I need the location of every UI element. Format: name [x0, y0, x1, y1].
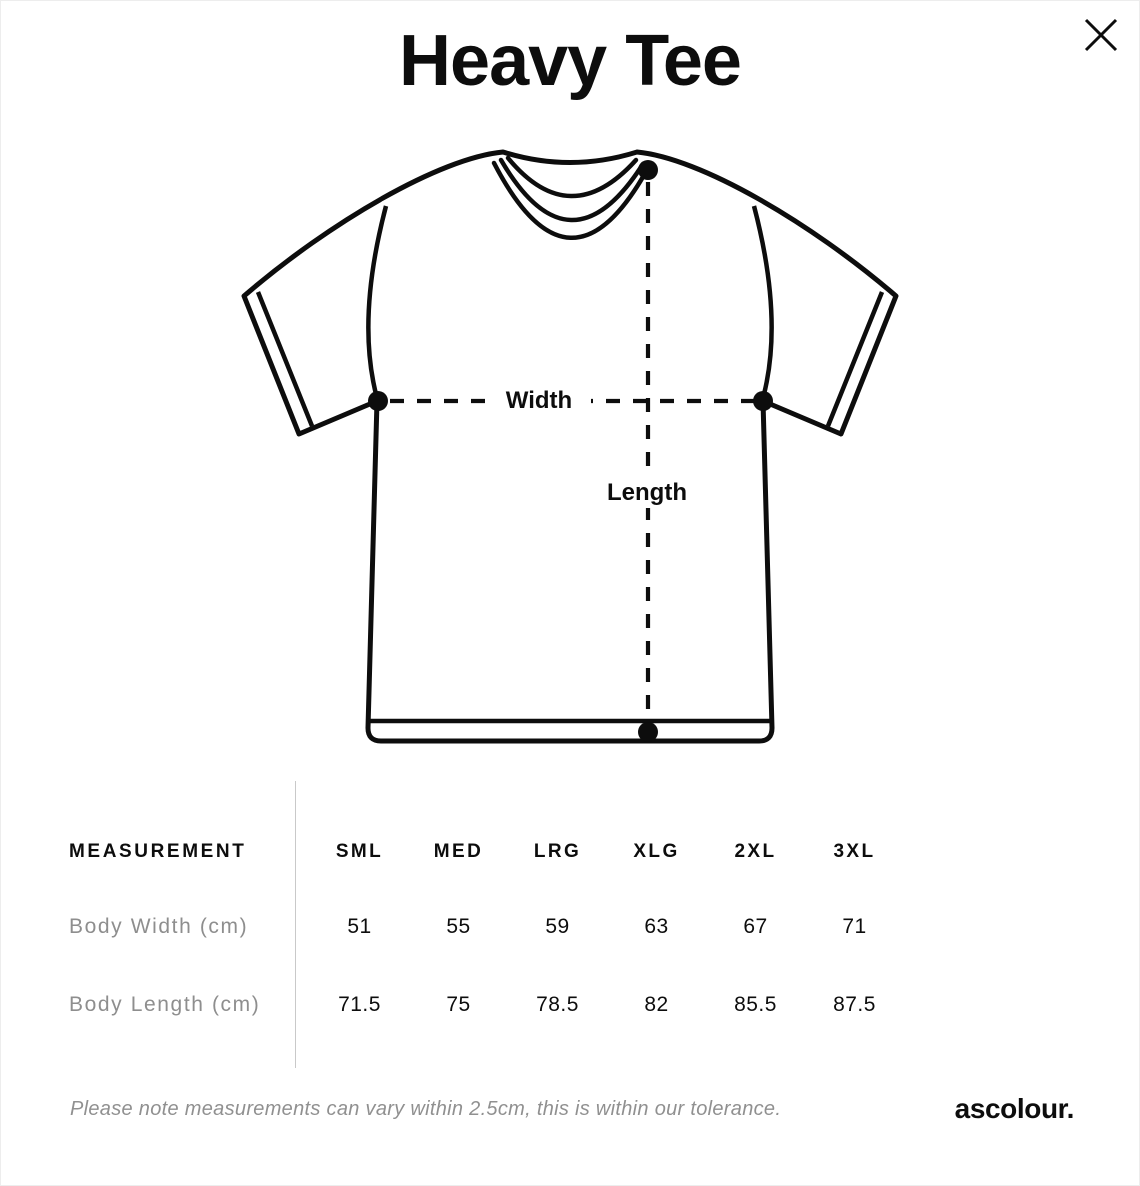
page-title: Heavy Tee — [399, 21, 742, 101]
size-column-xlg: XLG — [633, 841, 680, 862]
tolerance-note: Please note measurements can vary within… — [70, 1098, 782, 1120]
body-length-sml: 71.5 — [338, 993, 381, 1016]
table-divider — [295, 781, 296, 1068]
right-armpit-dot — [753, 391, 773, 411]
close-button[interactable] — [1080, 14, 1122, 56]
brand-logo: ascolour. — [954, 1093, 1075, 1124]
body-width-lrg: 59 — [545, 915, 570, 938]
sleeve-cuff-lines — [255, 291, 885, 427]
body-length-lrg: 78.5 — [536, 993, 579, 1016]
tee-outline — [241, 149, 899, 744]
row-label-body-length: Body Length (cm) — [69, 993, 261, 1016]
tee-size-diagram — [241, 149, 899, 744]
size-table-header-row: MEASUREMENT SML MED LRG XLG 2XL 3XL — [0, 836, 1140, 868]
body-width-3xl: 71 — [842, 915, 867, 938]
body-length-xlg: 82 — [644, 993, 669, 1016]
body-length-3xl: 87.5 — [833, 993, 876, 1016]
body-length-med: 75 — [446, 993, 471, 1016]
collar-lines — [491, 155, 651, 240]
table-row-body-length: Body Length (cm) 71.5 75 78.5 82 85.5 87… — [0, 989, 1140, 1021]
armhole-seams — [366, 205, 774, 399]
width-label: Width — [487, 386, 591, 416]
measurement-header: MEASUREMENT — [69, 841, 247, 862]
size-column-sml: SML — [335, 841, 384, 862]
length-label: Length — [599, 478, 695, 508]
size-column-3xl: 3XL — [833, 841, 876, 862]
row-label-body-width: Body Width (cm) — [69, 915, 249, 938]
body-width-2xl: 67 — [743, 915, 768, 938]
close-icon — [1084, 18, 1118, 52]
left-armpit-dot — [368, 391, 388, 411]
body-width-med: 55 — [446, 915, 471, 938]
size-column-med: MED — [433, 841, 484, 862]
body-width-sml: 51 — [347, 915, 372, 938]
size-column-2xl: 2XL — [734, 841, 777, 862]
body-width-xlg: 63 — [644, 915, 669, 938]
shoulder-dot — [638, 160, 658, 180]
hem-dot — [638, 722, 658, 742]
table-row-body-width: Body Width (cm) 51 55 59 63 67 71 — [0, 911, 1140, 943]
size-column-lrg: LRG — [533, 841, 582, 862]
body-length-2xl: 85.5 — [734, 993, 777, 1016]
